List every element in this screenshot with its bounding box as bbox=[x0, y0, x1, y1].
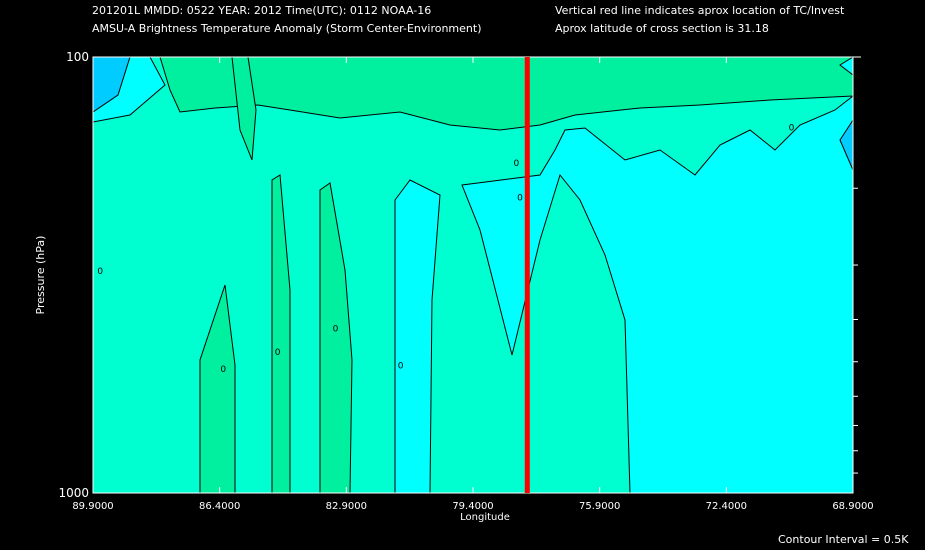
field-storm-cyan bbox=[461, 95, 853, 493]
x-tick-label: 89.9000 bbox=[72, 501, 113, 512]
field-right-blue bbox=[839, 119, 853, 171]
x-tick-label: 68.9000 bbox=[832, 501, 873, 512]
field-column-83 bbox=[319, 182, 353, 493]
contour-interval-note: Contour Interval = 0.5K bbox=[778, 533, 909, 546]
field-central-cyan bbox=[394, 179, 441, 493]
x-tick-label: 86.4000 bbox=[199, 501, 240, 512]
field-column-86 bbox=[231, 57, 257, 161]
field-column-85 bbox=[271, 174, 291, 493]
contour-label: 0 bbox=[97, 267, 103, 277]
field-column-86-low bbox=[199, 284, 236, 493]
x-tick-label: 79.4000 bbox=[452, 501, 493, 512]
header-line-1: 201201L MMDD: 0522 YEAR: 2012 Time(UTC):… bbox=[92, 4, 432, 17]
contour-fields bbox=[93, 57, 853, 493]
contour-label: 0 bbox=[275, 348, 281, 358]
field-left-blue bbox=[93, 57, 131, 113]
header-right-2: Aprox latitude of cross section is 31.18 bbox=[555, 22, 769, 35]
y-axis: 100 1000 bbox=[58, 50, 861, 500]
x-tick-label: 72.4000 bbox=[706, 501, 747, 512]
contour-label: 0 bbox=[398, 362, 404, 372]
contour-label: 0 bbox=[514, 159, 520, 169]
y-tick-label: 100 bbox=[66, 50, 89, 64]
header-right-1: Vertical red line indicates aprox locati… bbox=[555, 4, 845, 17]
contour-label: 0 bbox=[220, 365, 226, 375]
field-top-right-cyan bbox=[839, 57, 853, 76]
header-line-2: AMSU-A Brightness Temperature Anomaly (S… bbox=[92, 22, 482, 35]
contour-labels: 0 0 0 0 0 0 0 0 bbox=[97, 123, 794, 375]
contour-label: 0 bbox=[333, 325, 339, 335]
contour-label: 0 bbox=[789, 123, 795, 133]
contour-label: 0 bbox=[517, 193, 523, 203]
y-axis-label: Pressure (hPa) bbox=[34, 236, 47, 315]
x-axis-label: Longitude bbox=[460, 512, 510, 523]
y-tick-label: 1000 bbox=[58, 486, 89, 500]
x-tick-label: 82.9000 bbox=[326, 501, 367, 512]
x-axis: 89.9000 86.4000 82.9000 79.4000 75.9000 72.40… bbox=[72, 57, 874, 512]
field-upper-band bbox=[159, 57, 853, 131]
x-tick-label: 75.9000 bbox=[579, 501, 620, 512]
